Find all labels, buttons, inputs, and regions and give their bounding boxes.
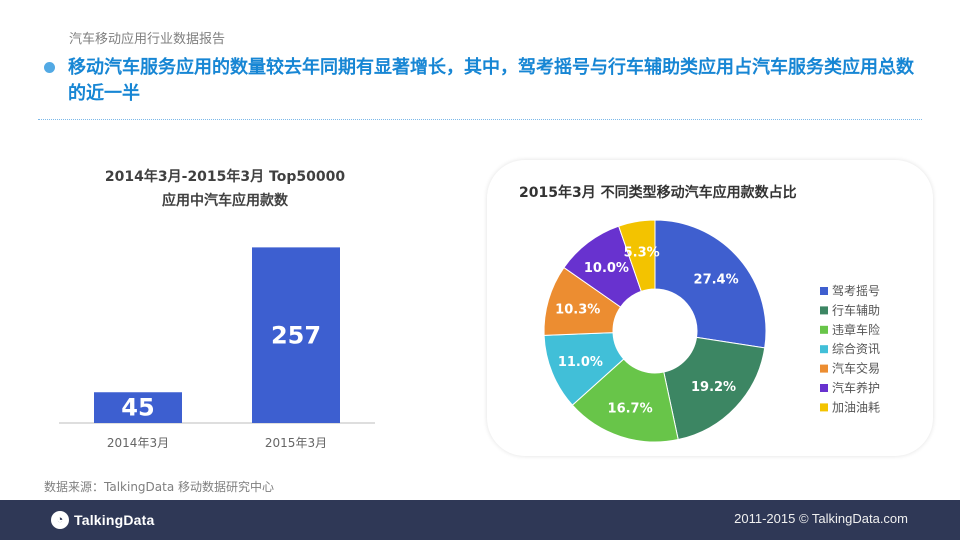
footer-bar: ◔ TalkingData 2011-2015 © TalkingData.co… <box>0 500 960 540</box>
pie-slice-label-5: 10.3% <box>555 302 600 317</box>
bullet-dot <box>44 62 55 73</box>
legend-swatch-5 <box>820 364 828 373</box>
legend-label-6: 汽车养护 <box>832 380 880 395</box>
legend-label-2: 行车辅助 <box>832 302 880 317</box>
pie-slice-label-4: 11.0% <box>558 355 603 370</box>
bar-value-label-1: 45 <box>121 394 154 422</box>
pie-chart-title: 2015年3月 不同类型移动汽车应用款数占比 <box>519 185 797 201</box>
pie-slice-label-6: 10.0% <box>584 261 629 276</box>
brand-logo: ◔ TalkingData <box>51 510 155 530</box>
legend-swatch-7 <box>820 403 828 412</box>
legend-swatch-2 <box>820 306 828 315</box>
bar-value-label-2: 257 <box>271 321 321 349</box>
copyright-text: 2011-2015 © TalkingData.com <box>734 511 908 526</box>
legend-label-5: 汽车交易 <box>832 361 880 376</box>
legend-label-4: 综合资讯 <box>832 341 880 356</box>
bar-chart-title-line2: 应用中汽车应用款数 <box>162 193 288 209</box>
pie-chart-svg: 27.4% 19.2% 16.7% 11.0% 10.3% 10.0%5.3% 驾考摇号行… <box>543 219 880 443</box>
pie-panel: 2015年3月 不同类型移动汽车应用款数占比 27.4% 19.2% 16.7% 11… <box>487 160 933 456</box>
legend-label-3: 违章车险 <box>832 322 880 337</box>
pie-slice-7 <box>618 219 656 292</box>
bar-category-label-1: 2014年3月 <box>107 436 169 450</box>
bar-2 <box>252 247 340 423</box>
brand-name: TalkingData <box>74 512 155 528</box>
legend-label-7: 加油油耗 <box>832 400 880 414</box>
bar-category-label-2: 2015年3月 <box>265 436 327 450</box>
legend-swatch-1 <box>820 287 828 295</box>
legend-swatch-3 <box>820 325 828 334</box>
pie-slice-3 <box>571 358 679 443</box>
pie-slice-label-1: 27.4% <box>694 273 739 288</box>
bar-chart-layer: 45 2014年3月 257 2015年3月 <box>94 247 340 450</box>
pie-slice-label-3: 16.7% <box>608 402 653 417</box>
talkingdata-logo-icon: ◔ <box>51 511 69 529</box>
pie-slice-label-7: 5.3% <box>624 246 660 261</box>
header-divider <box>38 119 922 120</box>
legend-swatch-4 <box>820 345 828 354</box>
callout-shape <box>318 296 492 415</box>
report-label: 汽车移动应用行业数据报告 <box>69 32 226 47</box>
pie-slice-1 <box>654 219 767 349</box>
bar-chart-title: 2014年3月-2015年3月 Top50000 应用中汽车应用款数 <box>70 165 380 213</box>
source-note: 数据来源：TalkingData 移动数据研究中心 <box>44 480 275 494</box>
bar-1 <box>94 392 182 423</box>
pie-slice-2 <box>663 336 766 441</box>
headline: 移动汽车服务应用的数量较去年同期有显著增长，其中，驾考摇号与行车辅助类应用占汽车… <box>68 57 914 104</box>
pie-slice-label-2: 19.2% <box>691 380 736 395</box>
bar-chart-title-line1: 2014年3月-2015年3月 Top50000 <box>104 169 346 185</box>
legend-swatch-6 <box>820 384 828 392</box>
pie-chart-layer: 27.4% 19.2% 16.7% 11.0% 10.3% 10.0%5.3% <box>543 219 767 443</box>
legend-label-1: 驾考摇号 <box>832 284 880 298</box>
